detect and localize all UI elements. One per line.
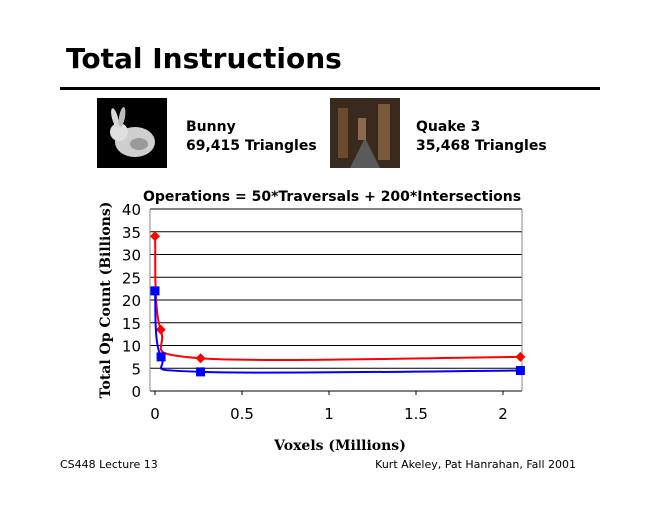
x-tick-label: 0 bbox=[150, 405, 160, 423]
bunny-image bbox=[97, 98, 167, 168]
data-point-diamond bbox=[515, 351, 526, 362]
title-divider bbox=[60, 87, 600, 90]
quake-triangles: 35,468 Triangles bbox=[416, 138, 547, 154]
quake-name: Quake 3 bbox=[416, 119, 481, 135]
chart-title: Operations = 50*Traversals + 200*Interse… bbox=[143, 189, 521, 205]
bunny-caption: Bunny 69,415 Triangles bbox=[186, 118, 317, 156]
bunny-name: Bunny bbox=[186, 119, 236, 135]
y-tick-label: 10 bbox=[122, 338, 141, 356]
slide-title: Total Instructions bbox=[66, 42, 342, 75]
quake-image bbox=[330, 98, 400, 168]
y-tick-label: 35 bbox=[122, 224, 141, 242]
y-tick-label: 5 bbox=[131, 360, 141, 378]
y-tick-label: 40 bbox=[122, 201, 141, 219]
bunny-triangles: 69,415 Triangles bbox=[186, 138, 317, 154]
data-point-diamond bbox=[195, 353, 206, 364]
x-tick-label: 2 bbox=[498, 405, 508, 423]
data-point-diamond bbox=[155, 324, 166, 335]
x-tick-label: 0.5 bbox=[230, 405, 254, 423]
x-tick-label: 1 bbox=[324, 405, 334, 423]
y-tick-label: 0 bbox=[131, 383, 141, 401]
x-axis-label: Voxels (Millions) bbox=[273, 438, 406, 454]
footer-authors: Kurt Akeley, Pat Hanrahan, Fall 2001 bbox=[375, 458, 576, 471]
footer-course: CS448 Lecture 13 bbox=[60, 458, 158, 471]
y-tick-label: 20 bbox=[122, 292, 141, 310]
data-point-square bbox=[196, 367, 206, 377]
series-line-quake-3 bbox=[154, 290, 521, 374]
data-point-square bbox=[150, 286, 160, 296]
x-tick-label: 1.5 bbox=[404, 405, 428, 423]
y-tick-label: 30 bbox=[122, 247, 141, 265]
quake-caption: Quake 3 35,468 Triangles bbox=[416, 118, 547, 156]
data-point-diamond bbox=[150, 231, 160, 242]
y-tick-label: 25 bbox=[122, 269, 141, 287]
data-point-square bbox=[515, 366, 525, 376]
chart: Operations = 50*Traversals + 200*Interse… bbox=[98, 189, 526, 454]
y-tick-label: 15 bbox=[122, 315, 141, 333]
y-axis-label: Total Op Count (Billions) bbox=[98, 202, 114, 399]
data-point-square bbox=[156, 352, 166, 362]
